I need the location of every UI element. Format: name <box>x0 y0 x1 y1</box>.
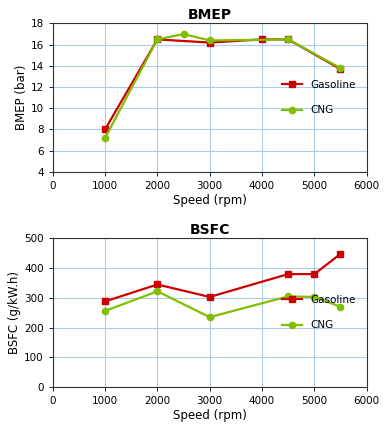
Legend: Gasoline, CNG: Gasoline, CNG <box>276 290 361 336</box>
Y-axis label: BMEP (bar): BMEP (bar) <box>15 65 28 130</box>
X-axis label: Speed (rpm): Speed (rpm) <box>173 194 247 207</box>
CNG <box>338 65 343 71</box>
Gasoline <box>155 282 160 287</box>
Gasoline <box>312 271 317 276</box>
CNG <box>103 308 107 313</box>
Line: CNG: CNG <box>102 31 344 141</box>
Title: BSFC: BSFC <box>189 223 230 237</box>
CNG <box>207 315 212 320</box>
CNG <box>181 31 186 37</box>
Gasoline <box>103 299 107 304</box>
Line: Gasoline: Gasoline <box>102 251 344 304</box>
CNG <box>207 38 212 43</box>
Gasoline <box>338 67 343 72</box>
CNG <box>286 37 291 42</box>
CNG <box>155 289 160 294</box>
Gasoline <box>155 37 160 42</box>
Y-axis label: BSFC (g/kW.h): BSFC (g/kW.h) <box>8 271 21 354</box>
Gasoline <box>260 37 264 42</box>
Gasoline <box>207 295 212 300</box>
Gasoline <box>286 37 291 42</box>
CNG <box>338 304 343 309</box>
Line: Gasoline: Gasoline <box>102 36 344 132</box>
Title: BMEP: BMEP <box>188 8 232 22</box>
Gasoline <box>338 252 343 257</box>
CNG <box>286 294 291 299</box>
Gasoline <box>103 127 107 132</box>
CNG <box>103 135 107 141</box>
X-axis label: Speed (rpm): Speed (rpm) <box>173 408 247 422</box>
CNG <box>312 295 317 300</box>
Legend: Gasoline, CNG: Gasoline, CNG <box>276 75 361 121</box>
Gasoline <box>286 271 291 276</box>
Gasoline <box>207 40 212 45</box>
Line: CNG: CNG <box>102 288 344 320</box>
CNG <box>155 37 160 42</box>
